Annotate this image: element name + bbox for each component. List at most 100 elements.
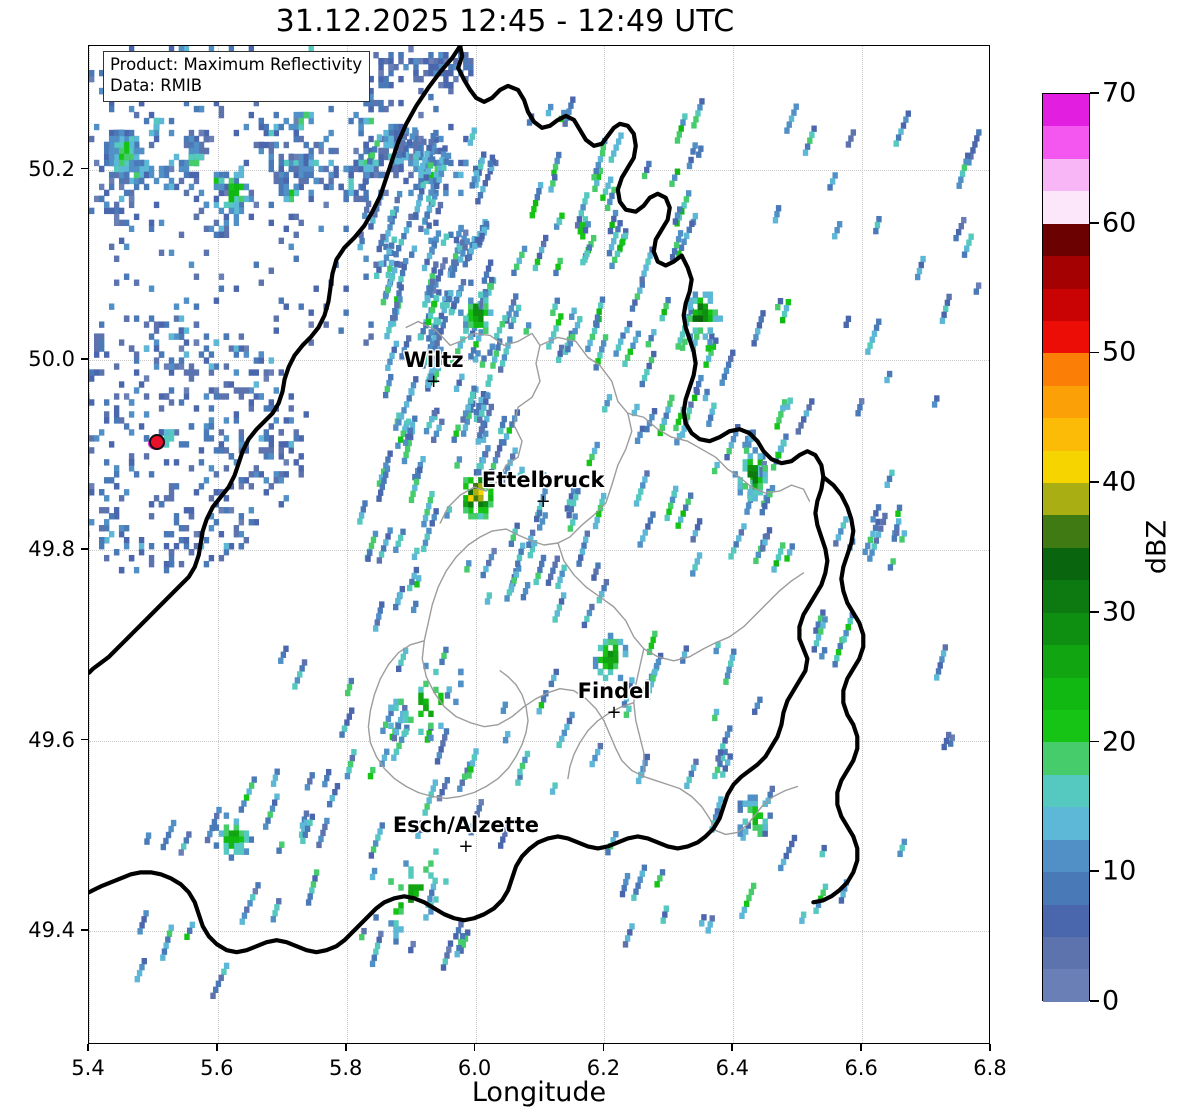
radar-echo-cell: [737, 483, 743, 490]
radar-echo-cell: [480, 186, 486, 193]
radar-echo-cell: [438, 57, 444, 65]
radar-echo-cell: [783, 433, 789, 440]
radar-echo-cell: [617, 220, 623, 227]
radar-echo-cell: [423, 177, 429, 185]
radar-echo-cell: [403, 257, 409, 265]
radar-echo-cell: [517, 472, 524, 480]
radar-echo-cell: [663, 412, 669, 419]
radar-echo-cell: [528, 535, 534, 543]
radar-echo-cell: [447, 940, 454, 947]
radar-echo-cell: [704, 388, 710, 396]
radar-echo-cell: [676, 131, 682, 138]
radar-echo-cell: [379, 483, 386, 490]
radar-echo-cell: [595, 162, 601, 169]
radar-echo-cell: [603, 579, 610, 586]
radar-echo-cell: [480, 436, 487, 443]
radar-echo-cell: [724, 453, 730, 461]
radar-echo-cell: [643, 264, 649, 271]
radar-echo-cell: [333, 165, 339, 173]
radar-echo-cell: [357, 518, 363, 525]
colorbar[interactable]: [1042, 93, 1090, 1002]
radar-echo-cell: [128, 159, 135, 167]
radar-echo-cell: [433, 159, 439, 167]
radar-echo-cell: [696, 151, 702, 158]
radar-echo-cell: [428, 329, 434, 336]
radar-echo-cell: [784, 127, 790, 134]
radar-echo-cell: [584, 250, 590, 257]
radar-echo-cell: [168, 483, 175, 490]
radar-echo-cell: [718, 796, 724, 803]
radar-echo-cell: [428, 138, 434, 146]
radar-echo-cell: [487, 259, 494, 266]
radar-echo-cell: [747, 800, 753, 807]
radar-echo-cell: [471, 127, 477, 134]
radar-echo-cell: [223, 824, 230, 831]
radar-echo-cell: [348, 171, 354, 179]
radar-echo-cell: [223, 962, 230, 970]
radar-echo-cell: [158, 171, 165, 179]
radar-echo-cell: [702, 394, 709, 402]
radar-echo-cell: [459, 239, 466, 246]
radar-echo-cell: [555, 263, 561, 271]
radar-echo-cell: [293, 429, 299, 436]
radar-echo-cell: [204, 836, 211, 844]
colorbar-tick-mark-70: [1090, 92, 1099, 94]
radar-echo-cell: [103, 554, 110, 562]
radar-echo-cell: [253, 357, 260, 364]
radar-echo-cell: [383, 129, 389, 137]
radar-echo-cell: [548, 186, 554, 193]
radar-echo-cell: [941, 311, 947, 319]
radar-echo-cell: [680, 657, 686, 664]
radar-echo-cell: [438, 312, 445, 320]
radar-echo-cell: [865, 348, 871, 355]
radar-echo-cell: [471, 324, 478, 332]
radar-echo-cell: [418, 111, 424, 119]
radar-echo-cell: [278, 297, 284, 304]
radar-echo-cell: [821, 844, 827, 852]
radar-echo-cell: [318, 147, 324, 155]
radar-echo-cell: [413, 75, 419, 83]
radar-echo-cell: [263, 477, 269, 484]
radar-echo-cell: [709, 333, 715, 340]
radar-echo-cell: [645, 258, 651, 265]
radar-echo-cell: [717, 749, 724, 756]
colorbar-band-37.5-40: [1043, 483, 1089, 516]
radar-echo-cell: [133, 351, 140, 358]
radar-echo-cell: [474, 175, 481, 182]
radar-echo-cell: [188, 369, 195, 376]
radar-echo-cell: [428, 710, 434, 718]
radar-echo-cell: [98, 429, 105, 436]
radar-echo-cell: [188, 135, 195, 143]
radar-echo-cell: [268, 357, 274, 364]
radar-echo-cell: [263, 369, 269, 376]
radar-echo-cell: [388, 320, 394, 328]
radar-echo-cell: [403, 728, 409, 736]
radar-echo-cell: [454, 950, 460, 958]
radar-echo-cell: [322, 780, 328, 788]
radar-echo-cell: [398, 261, 404, 268]
radar-echo-cell: [123, 219, 130, 227]
radar-echo-cell: [729, 654, 735, 661]
radar-echo-cell: [686, 226, 692, 234]
radar-echo-cell: [298, 117, 304, 125]
radar-echo-cell: [584, 192, 590, 199]
radar-echo-cell: [946, 293, 952, 301]
radar-echo-cell: [193, 171, 200, 179]
radar-echo-cell: [574, 322, 581, 329]
radar-map-plot[interactable]: Wiltz + Ettelbruck + Findel + Esch/Alzette + Pr…: [88, 45, 990, 1044]
radar-echo-cell: [531, 540, 538, 547]
radar-echo-cell: [463, 229, 469, 236]
radar-echo-cell: [433, 686, 439, 694]
radar-echo-cell: [504, 465, 511, 472]
radar-echo-cell: [278, 177, 284, 185]
radar-echo-cell: [397, 534, 404, 542]
radar-echo-cell: [703, 361, 709, 368]
radar-echo-cell: [368, 223, 374, 230]
radar-echo-cell: [98, 339, 105, 346]
radar-echo-cell: [263, 435, 269, 442]
radar-echo-cell: [747, 459, 753, 466]
radar-echo-cell: [293, 171, 299, 179]
radar-echo-cell: [168, 183, 175, 191]
radar-echo-cell: [415, 575, 422, 582]
radar-echo-cell: [218, 531, 225, 538]
